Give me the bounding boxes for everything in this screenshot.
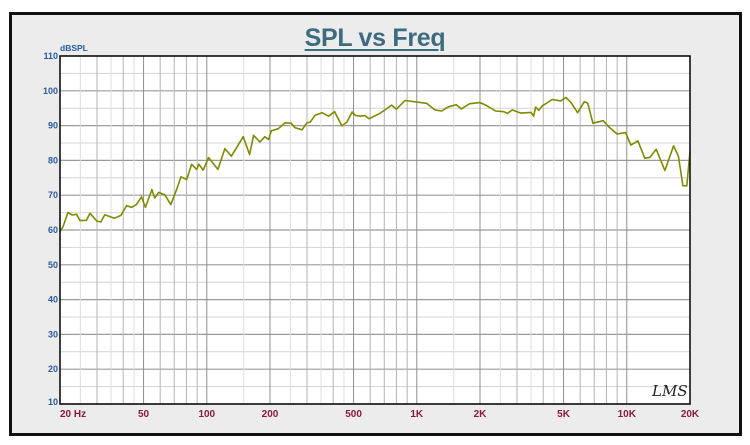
lms-watermark: LMS xyxy=(651,382,688,400)
plot-border xyxy=(59,55,691,405)
x-tick-label: 5K xyxy=(557,409,571,420)
x-tick-label: 20K xyxy=(681,409,700,420)
x-tick-label: 500 xyxy=(345,409,362,420)
x-tick-label: 100 xyxy=(198,409,215,420)
y-tick-label: 80 xyxy=(48,155,58,165)
chart-title: SPL vs Freq xyxy=(304,24,446,52)
y-tick-label: 20 xyxy=(48,364,58,374)
y-tick-label: 70 xyxy=(48,190,58,200)
y-tick-label: 30 xyxy=(48,329,58,339)
x-tick-label: 10K xyxy=(618,409,637,420)
y-tick-label: 110 xyxy=(43,51,58,61)
y-tick-label: 10 xyxy=(48,397,58,407)
x-tick-label: 2K xyxy=(474,409,488,420)
y-tick-label: 60 xyxy=(48,225,58,235)
y-tick-label: 100 xyxy=(43,86,58,96)
y-tick-label: 50 xyxy=(48,260,58,270)
x-tick-label: 200 xyxy=(262,409,279,420)
y-tick-label: 40 xyxy=(48,295,58,305)
y-axis-label: dBSPL xyxy=(60,43,88,53)
series-line-spl xyxy=(59,96,691,233)
x-tick-label: 1K xyxy=(410,409,424,420)
x-tick-label: 50 xyxy=(138,409,150,420)
x-tick-label: 20 Hz xyxy=(60,409,86,420)
y-tick-label: 90 xyxy=(48,121,58,131)
